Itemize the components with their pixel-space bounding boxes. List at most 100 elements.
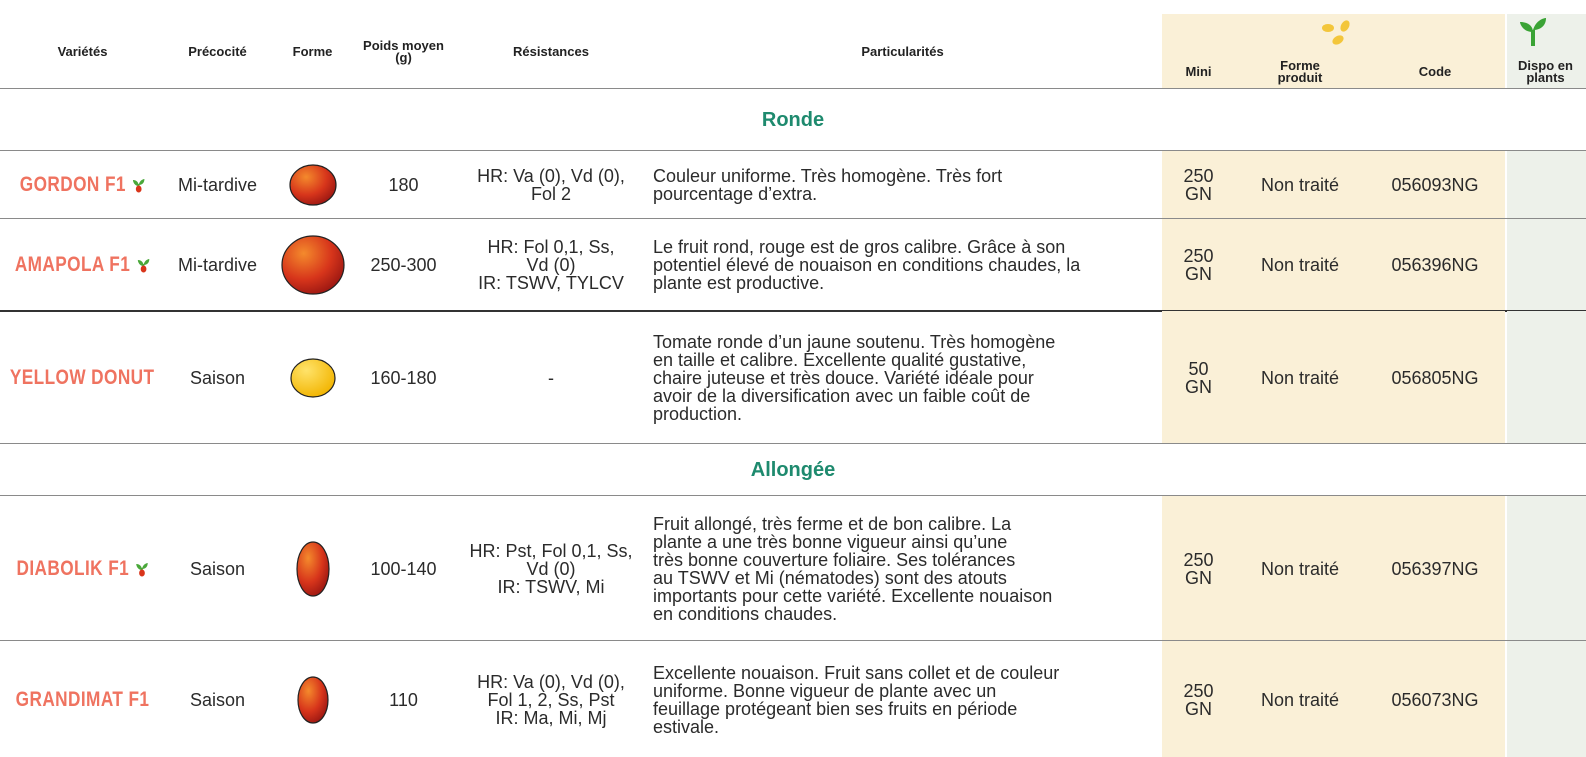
text-line: GN (1185, 698, 1212, 719)
text-line: Forme (292, 44, 333, 59)
column-header: Particularités (650, 40, 1155, 64)
column-header: Variétés (0, 40, 165, 64)
text-line: Code (1418, 64, 1452, 79)
text-line: plante a une très bonne vigueur ainsi qu… (653, 531, 1008, 552)
dispo-bg (1507, 641, 1586, 757)
text-line: 250 (1183, 680, 1214, 701)
group-title: Ronde (761, 109, 825, 131)
text-line: Excellente nouaison. Fruit sans collet e… (653, 662, 1060, 683)
resistances: HR: Fol 0,1, Ss, Vd (0) IR: TSWV, TYLCV (452, 219, 650, 311)
poids: 250-300 (370, 255, 437, 275)
column-header: Forme produit (1235, 58, 1365, 86)
text-line: Fol 2 (530, 184, 572, 204)
particularites: Le fruit rond, rouge est de gros calibre… (653, 219, 1158, 311)
precocite: Saison (189, 689, 246, 710)
plant-icon (133, 179, 145, 193)
variety-name: YELLOW DONUT (10, 365, 155, 389)
text-line: Vd (0) (526, 558, 576, 579)
text-line: Vd (0) (526, 255, 576, 275)
mini-bg (1162, 496, 1505, 641)
text-line: Le fruit rond, rouge est de gros calibre… (653, 237, 1066, 257)
column-header: Dispo en plants (1505, 58, 1586, 86)
column-header: Code (1365, 58, 1505, 86)
mini-bg (1162, 641, 1505, 757)
code: 056093NG (1391, 175, 1479, 195)
fruit-shape (270, 219, 355, 311)
column-header: Forme (270, 40, 355, 64)
text-line: 250 (1183, 246, 1214, 266)
poids: 110 (389, 689, 418, 710)
fruit-icon (295, 540, 330, 597)
variety-name: GORDON F1 (0, 151, 165, 219)
forme-produit: Non traité (1260, 367, 1340, 388)
text-line: 250 (1183, 166, 1214, 186)
precocite: Mi-tardive (177, 175, 257, 195)
variety-name: DIABOLIK F1 (0, 496, 165, 641)
text-line: Forme (1280, 58, 1320, 73)
text-line: uniforme. Bonne vigueur de plante avec u… (653, 680, 997, 701)
text-line: avoir de la diversification avec un faib… (653, 385, 1031, 406)
text-line: 250 (1183, 549, 1214, 570)
name-text: DIABOLIK F1 (16, 556, 129, 580)
header-bg (1507, 14, 1586, 88)
fruit-icon (289, 357, 336, 398)
variety-name: YELLOW DONUT (0, 311, 165, 444)
text-line: GN (1185, 567, 1212, 588)
text-line: très bonne couverture foliaire. Ses tolé… (653, 549, 1016, 570)
text-line: Dispo en (1518, 58, 1573, 73)
text-line: Fol 1, 2, Ss, Pst (487, 689, 615, 710)
text-line: GN (1185, 376, 1212, 397)
fruit-shape (270, 151, 355, 219)
column-header: Précocité (165, 40, 270, 64)
row-divider (0, 88, 1586, 89)
row-divider (0, 495, 1586, 496)
code: 056805NG (1391, 367, 1479, 388)
text-line: Variétés (57, 44, 108, 59)
mini-bg (1162, 151, 1505, 219)
text-line: potentiel élevé de nouaison en condition… (653, 255, 1081, 275)
text-line: HR: Va (0), Vd (0), (477, 671, 625, 692)
code: 056397NG (1391, 558, 1479, 579)
sprout-icon (1520, 18, 1546, 46)
text-line: Couleur uniforme. Très homogène. Très fo… (653, 166, 1003, 186)
particularites: Couleur uniforme. Très homogène. Très fo… (653, 151, 1158, 219)
resistances: HR: Va (0), Vd (0), Fol 2 (452, 151, 650, 219)
forme-produit: Non traité (1260, 255, 1340, 275)
text-line: Particularités (861, 44, 944, 59)
variety-name: GORDON F1 (19, 173, 146, 196)
text-line: HR: Va (0), Vd (0), (477, 166, 625, 186)
precocite: Saison (189, 558, 246, 579)
name-text: GORDON F1 (19, 173, 126, 196)
column-header: Mini (1162, 58, 1235, 86)
text-line: IR: TSWV, TYLCV (478, 273, 624, 293)
text-line: chaire juteuse et très douce. Variété id… (653, 367, 1034, 388)
text-line: production. (653, 403, 743, 424)
forme-produit: Non traité (1260, 689, 1340, 710)
text-line: Précocité (188, 44, 247, 59)
name-text: YELLOW DONUT (10, 365, 155, 389)
text-line: IR: TSWV, Mi (497, 576, 605, 597)
variety-name: GRANDIMAT F1 (16, 689, 150, 710)
plant-icon (136, 562, 148, 576)
row-divider (0, 640, 1586, 641)
text-line: HR: Fol 0,1, Ss, (487, 237, 615, 257)
variety-name: GRANDIMAT F1 (0, 641, 165, 757)
text-line: en taille et calibre. Excellente qualité… (653, 349, 1027, 370)
particularites: Fruit allongé, très ferme et de bon cali… (653, 496, 1158, 641)
mini-bg (1162, 311, 1505, 444)
mini: 250 GN (1162, 641, 1235, 757)
particularites: Tomate ronde d’un jaune soutenu. Très ho… (653, 311, 1158, 444)
fruit-shape (270, 641, 355, 757)
mini: 250 GN (1162, 151, 1235, 219)
dispo-bg (1507, 219, 1586, 311)
text-line: pourcentage d’extra. (653, 184, 818, 204)
poids: 180 (388, 175, 419, 195)
text-line: Résistances (513, 44, 589, 59)
text-line: - (548, 367, 554, 388)
text-line: HR: Pst, Fol 0,1, Ss, (469, 540, 633, 561)
plant-icon (137, 259, 150, 273)
row-divider (0, 310, 1586, 312)
resistances: HR: Va (0), Vd (0), Fol 1, 2, Ss, Pst IR: … (452, 641, 650, 757)
text-line: plante est productive. (653, 273, 825, 293)
